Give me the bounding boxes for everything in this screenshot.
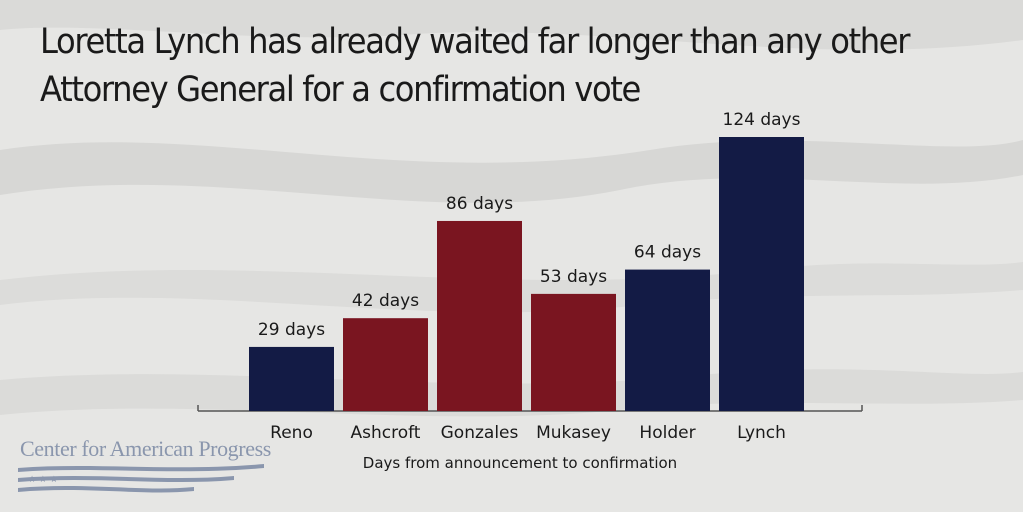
bar-reno — [249, 346, 334, 411]
data-label-holder: 64 days — [634, 243, 701, 263]
chart-title: Loretta Lynch has already waited far lon… — [40, 18, 923, 114]
data-label-lynch: 124 days — [723, 110, 801, 130]
cap-logo: ★ ★ ★ Center for American Progress — [14, 432, 274, 502]
bar-mukasey — [531, 293, 616, 411]
category-label-gonzales: Gonzales — [441, 423, 519, 443]
data-label-reno: 29 days — [258, 320, 325, 340]
category-label-holder: Holder — [639, 423, 695, 443]
logo-text: Center for American Progress — [20, 436, 271, 461]
bar-gonzales — [437, 220, 522, 411]
x-axis-title: Days from announcement to confirmation — [362, 454, 678, 472]
category-label-lynch: Lynch — [737, 423, 786, 443]
bar-lynch — [719, 137, 804, 411]
category-label-reno: Reno — [270, 423, 313, 443]
category-label-mukasey: Mukasey — [536, 423, 611, 443]
data-label-ashcroft: 42 days — [352, 291, 419, 311]
bar-ashcroft — [343, 318, 428, 411]
data-label-mukasey: 53 days — [540, 267, 607, 287]
title-line-2: Attorney General for a confirmation vote — [40, 70, 641, 110]
flag-stripes-icon: ★ ★ ★ — [18, 464, 264, 493]
category-label-ashcroft: Ashcroft — [351, 423, 421, 443]
data-label-gonzales: 86 days — [446, 194, 513, 214]
title-line-1: Loretta Lynch has already waited far lon… — [40, 22, 910, 62]
bar-holder — [625, 269, 710, 411]
svg-text:★ ★ ★: ★ ★ ★ — [28, 475, 58, 485]
